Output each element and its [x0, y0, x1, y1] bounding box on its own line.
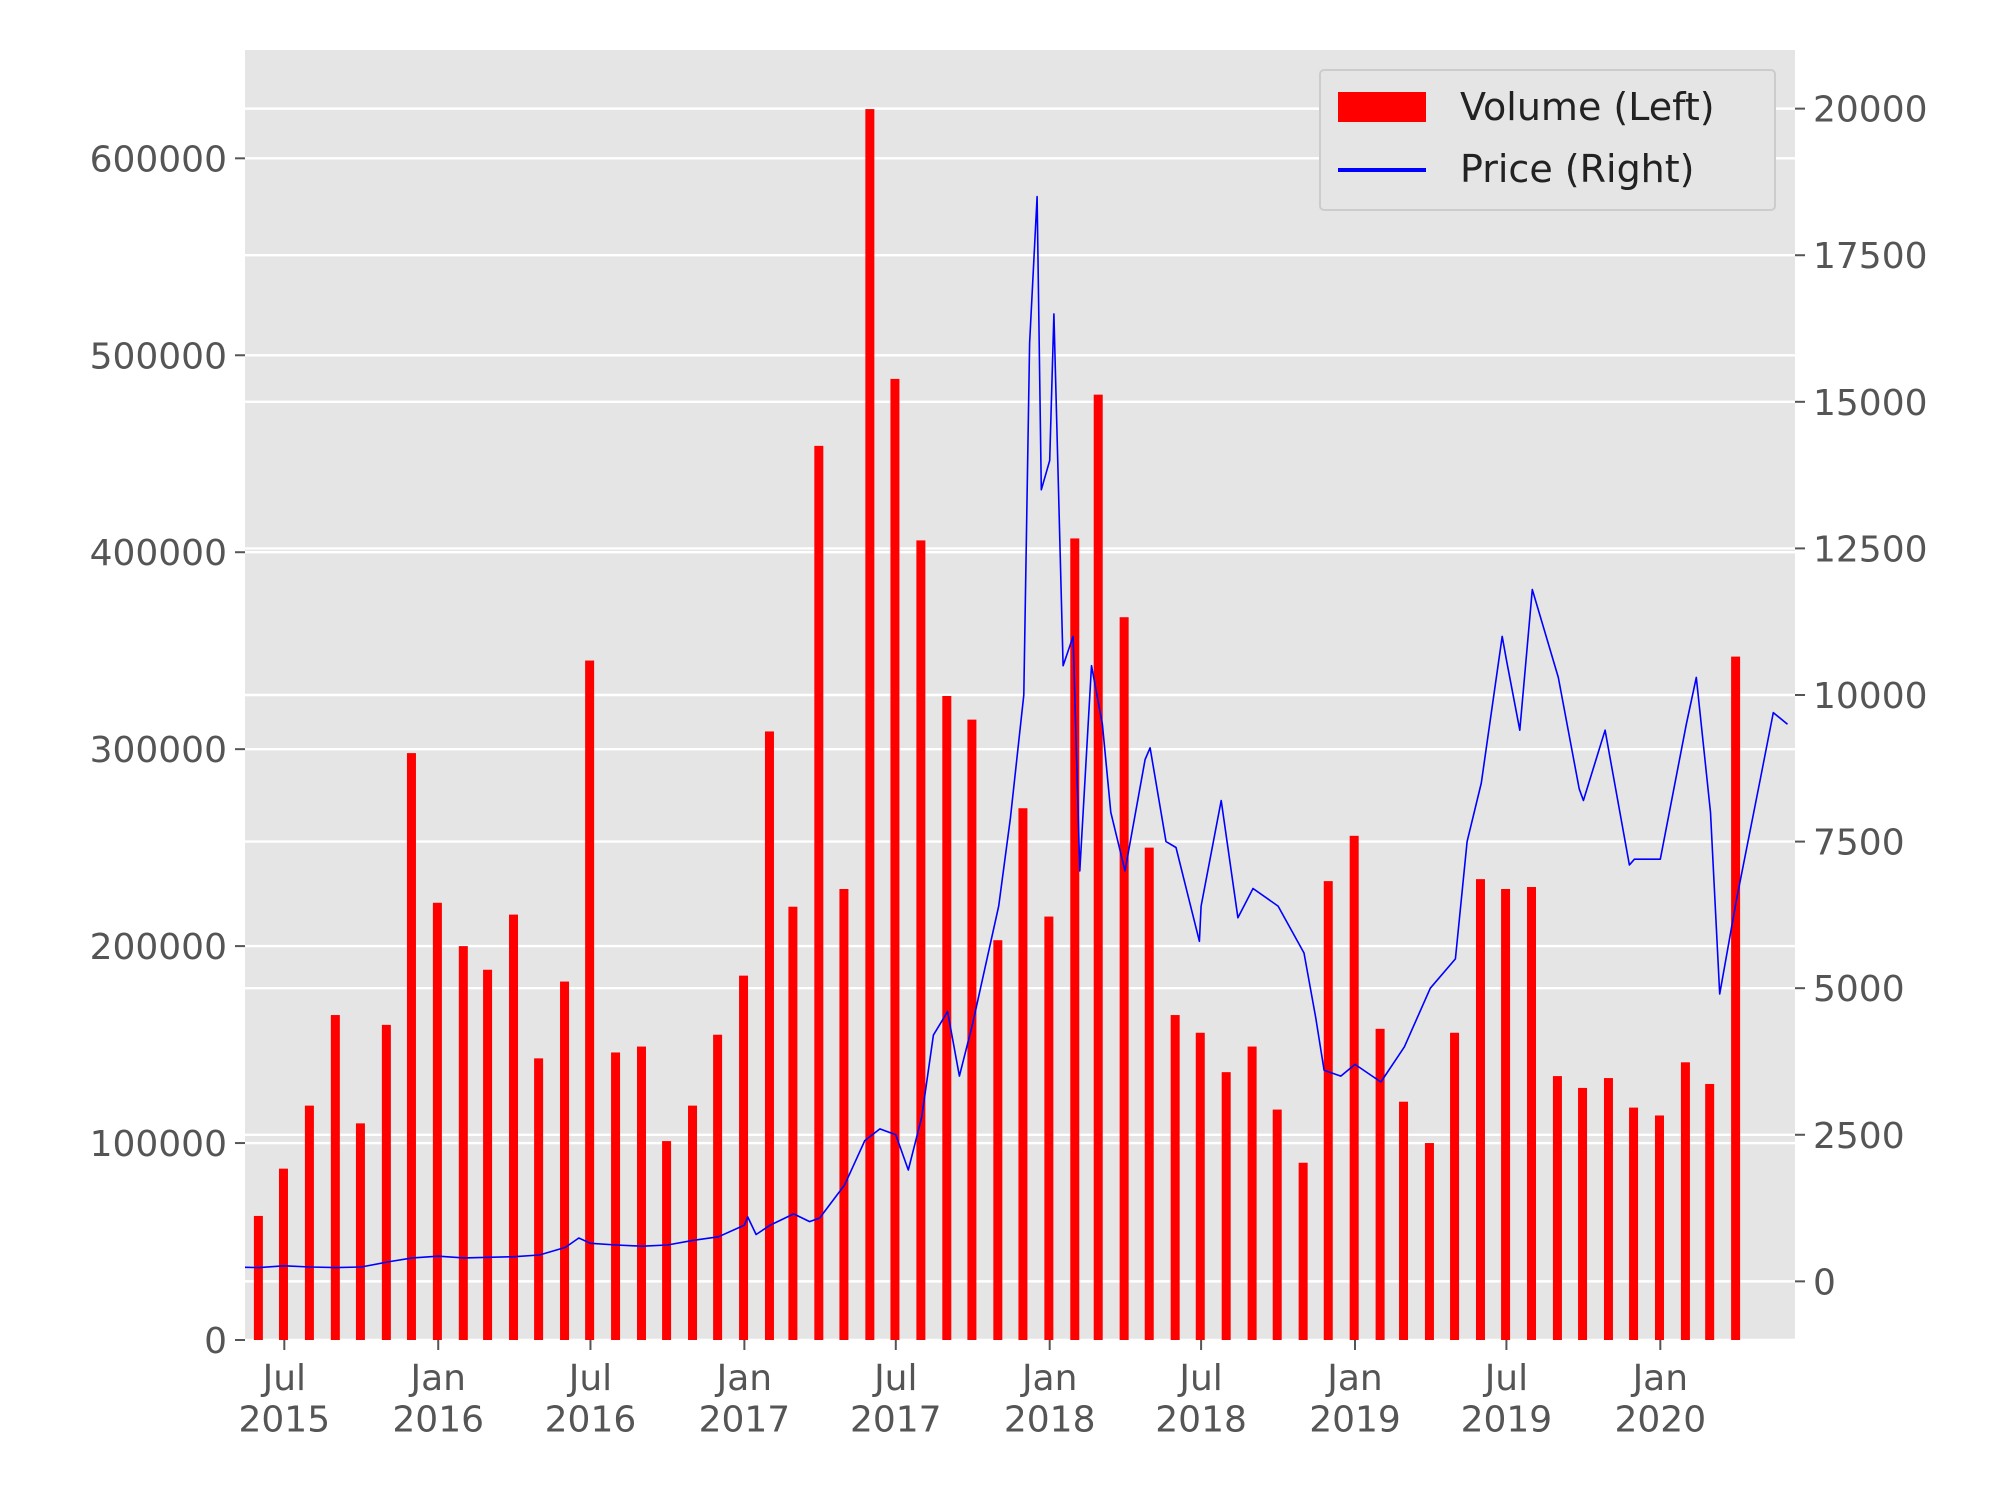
volume-bar-2019-11-30 [1629, 1107, 1639, 1340]
volume-bar-2020-03-31 [1731, 656, 1741, 1340]
x-tick-label-1: Jan 2016 [392, 1358, 484, 1440]
volume-bar-2015-10-31 [381, 1024, 391, 1340]
volume-bar-2018-10-31 [1298, 1162, 1308, 1340]
x-tick-label-5: Jan 2018 [1004, 1358, 1096, 1440]
x-tick-label-8: Jul 2019 [1461, 1358, 1553, 1440]
right-tick-label-4: 10000 [1813, 676, 1928, 717]
right-tick-label-8: 20000 [1813, 90, 1928, 131]
volume-bar-2015-08-31 [330, 1015, 340, 1340]
volume-bars [253, 109, 1741, 1340]
volume-bar-2019-08-31 [1552, 1076, 1562, 1340]
volume-bar-2017-10-31 [993, 940, 1003, 1340]
volume-bar-2019-07-31 [1527, 887, 1537, 1340]
volume-bar-2015-11-30 [406, 753, 416, 1340]
volume-bar-2019-03-31 [1424, 1143, 1434, 1340]
left-tick-label-3: 300000 [90, 730, 227, 771]
volume-bar-2020-02-29 [1705, 1083, 1715, 1340]
volume-bar-2018-02-28 [1093, 394, 1103, 1340]
left-tick-label-2: 200000 [90, 927, 227, 968]
volume-bar-2019-04-30 [1450, 1032, 1460, 1340]
volume-bar-2017-04-30 [839, 888, 849, 1340]
x-axis: Jul 2015 Jan 2016 Jul 2016 Jan 2017 Jul 2017 Jan 20… [239, 1340, 1707, 1440]
volume-bar-2017-03-31 [814, 445, 824, 1340]
volume-bar-2015-06-30 [278, 1168, 288, 1340]
volume-bar-2017-02-28 [788, 906, 798, 1340]
legend-swatch-volume [1338, 92, 1426, 122]
left-tick-label-4: 400000 [90, 533, 227, 574]
right-tick-label-6: 15000 [1813, 383, 1928, 424]
volume-bar-2018-09-30 [1272, 1109, 1282, 1340]
right-tick-label-2: 5000 [1813, 969, 1905, 1010]
volume-bar-2018-08-31 [1247, 1046, 1257, 1340]
volume-bar-2016-06-30 [585, 660, 595, 1340]
volume-bar-2019-09-30 [1578, 1087, 1588, 1340]
volume-bar-2018-01-31 [1070, 538, 1080, 1340]
volume-bar-2017-11-30 [1018, 808, 1028, 1340]
volume-bar-2018-12-31 [1349, 835, 1359, 1340]
volume-bar-2017-12-31 [1044, 916, 1054, 1340]
price-line [244, 195, 1789, 1269]
x-tick-label-6: Jul 2018 [1155, 1358, 1247, 1440]
volume-bar-2017-01-31 [764, 731, 774, 1340]
x-tick-label-7: Jan 2019 [1309, 1358, 1401, 1440]
volume-bar-2020-01-31 [1680, 1062, 1690, 1340]
x-tick-label-9: Jan 2020 [1615, 1358, 1707, 1440]
volume-bar-2018-06-30 [1195, 1032, 1205, 1340]
legend: Volume (Left) Price (Right) [1319, 69, 1776, 211]
volume-bar-2015-12-31 [432, 902, 442, 1340]
volume-bar-2017-05-31 [865, 109, 875, 1340]
volume-bar-2017-07-31 [916, 540, 926, 1340]
volume-bar-2017-08-31 [942, 695, 952, 1340]
volume-bar-2016-03-31 [509, 914, 519, 1340]
volume-bar-2018-07-31 [1221, 1072, 1231, 1340]
right-tick-label-0: 0 [1813, 1262, 1836, 1303]
x-tick-label-4: Jul 2017 [850, 1358, 942, 1440]
x-tick-label-0: Jul 2015 [239, 1358, 331, 1440]
volume-bar-2018-05-31 [1170, 1015, 1180, 1340]
right-y-axis: 0 2500 5000 7500 10000 12500 15000 17500 20000 [1795, 90, 1928, 1303]
price-line-group [244, 195, 1789, 1269]
right-tick-label-7: 17500 [1813, 236, 1928, 277]
right-tick-label-5: 12500 [1813, 529, 1928, 570]
volume-bar-2016-08-31 [636, 1046, 646, 1340]
volume-bar-2019-12-31 [1654, 1115, 1664, 1340]
volume-bar-2016-02-29 [483, 969, 493, 1340]
volume-bar-2019-02-28 [1399, 1101, 1409, 1340]
volume-bar-2015-09-30 [355, 1123, 365, 1340]
volume-bar-2019-10-31 [1603, 1078, 1613, 1340]
volume-bar-2016-09-30 [662, 1141, 672, 1340]
volume-bar-2018-04-30 [1144, 847, 1154, 1340]
x-tick-label-2: Jul 2016 [545, 1358, 637, 1440]
volume-bar-2015-07-31 [304, 1105, 314, 1340]
volume-bar-2019-06-30 [1501, 888, 1511, 1340]
volume-bar-2015-05-31 [253, 1215, 263, 1340]
right-tick-label-1: 2500 [1813, 1116, 1905, 1157]
right-tick-label-3: 7500 [1813, 823, 1905, 864]
volume-bar-2018-11-30 [1323, 881, 1333, 1340]
volume-bar-2016-04-30 [534, 1058, 544, 1340]
left-tick-label-5: 500000 [90, 336, 227, 377]
left-tick-label-6: 600000 [90, 139, 227, 180]
left-tick-label-1: 100000 [90, 1124, 227, 1165]
volume-bar-2016-12-31 [739, 975, 749, 1340]
volume-bar-2019-01-31 [1375, 1028, 1385, 1340]
left-y-axis: 0 100000 200000 300000 400000 500000 600000 [90, 139, 245, 1362]
volume-bar-2017-06-30 [890, 378, 900, 1340]
volume-bar-2018-03-31 [1119, 617, 1129, 1340]
x-tick-label-3: Jan 2017 [699, 1358, 791, 1440]
volume-bar-2016-11-30 [713, 1034, 723, 1340]
volume-bar-2016-01-31 [458, 946, 468, 1340]
volume-bar-2016-10-31 [688, 1105, 698, 1340]
volume-bar-2019-05-31 [1475, 879, 1485, 1340]
legend-label-volume: Volume (Left) [1460, 85, 1715, 129]
legend-label-price: Price (Right) [1460, 147, 1695, 191]
left-tick-label-0: 0 [204, 1321, 227, 1362]
legend-frame [1319, 69, 1776, 211]
volume-bar-2016-07-31 [611, 1052, 621, 1340]
volume-bar-2016-05-31 [560, 981, 570, 1340]
